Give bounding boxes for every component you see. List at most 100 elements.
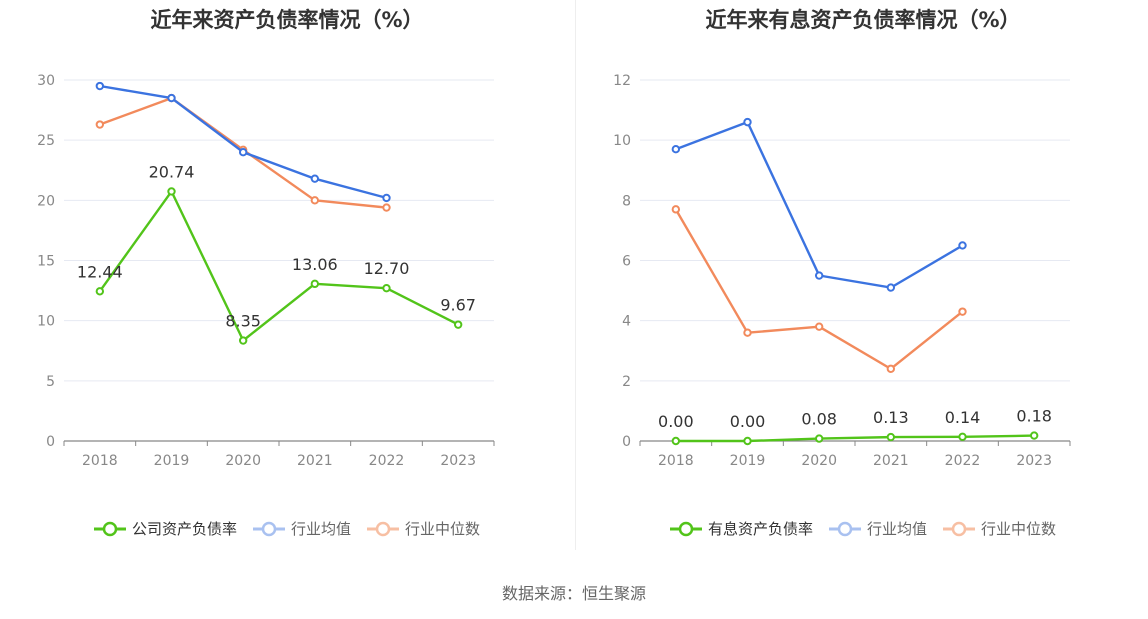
y-tick-label: 4 bbox=[622, 314, 631, 330]
x-tick-label: 2021 bbox=[297, 453, 333, 469]
legend-line-marker-icon bbox=[943, 521, 975, 536]
data-label: 9.67 bbox=[440, 296, 476, 315]
legend-item-company[interactable]: 公司资产负债率 bbox=[93, 518, 237, 539]
x-tick-label: 2020 bbox=[225, 453, 261, 469]
data-label: 0.00 bbox=[730, 412, 766, 431]
y-tick-label: 10 bbox=[37, 314, 55, 330]
legend-item-industry-average[interactable]: 行业均值 bbox=[252, 518, 351, 539]
data-point bbox=[310, 279, 320, 289]
series-line bbox=[675, 120, 964, 289]
data-label: 0.18 bbox=[1016, 407, 1052, 426]
data-label: 20.74 bbox=[149, 162, 195, 181]
legend-line-marker-icon bbox=[93, 521, 126, 536]
data-label: 12.70 bbox=[364, 259, 410, 278]
data-point bbox=[1029, 431, 1039, 440]
data-point bbox=[958, 307, 967, 316]
data-point bbox=[382, 203, 391, 212]
y-tick-label: 2 bbox=[622, 374, 631, 390]
legend-line-marker-icon bbox=[669, 521, 702, 536]
data-point bbox=[453, 320, 463, 329]
legend-item-industry-average[interactable]: 行业均值 bbox=[828, 518, 927, 539]
legend-label: 行业均值 bbox=[866, 520, 927, 538]
data-point bbox=[886, 432, 896, 442]
left-chart-panel: 近年来资产负债率情况（%） 0 5 10 15 20 25 30 2018 2019 2020 20… bbox=[0, 0, 574, 560]
data-label: 0.08 bbox=[801, 410, 837, 429]
chart-title: 近年来资产负债率情况（%） bbox=[150, 8, 424, 32]
data-point bbox=[958, 241, 967, 250]
y-tick-label: 0 bbox=[46, 434, 55, 450]
legend-line-marker-icon bbox=[252, 521, 285, 536]
data-point bbox=[743, 328, 752, 337]
data-label: 0.00 bbox=[658, 412, 694, 431]
data-source-note: 数据来源：恒生聚源 bbox=[501, 584, 646, 603]
data-point bbox=[671, 205, 681, 214]
data-label: 0.13 bbox=[873, 408, 909, 427]
y-tick-label: 12 bbox=[613, 73, 631, 89]
x-tick-label: 2022 bbox=[369, 453, 405, 469]
legend-label: 行业中位数 bbox=[981, 520, 1057, 538]
chart-legend: 公司资产负债率 行业均值 行业中位数 bbox=[0, 518, 574, 539]
data-point bbox=[167, 187, 176, 196]
panel-divider bbox=[575, 0, 576, 550]
data-point bbox=[310, 196, 320, 205]
x-tick-label: 2020 bbox=[801, 453, 837, 469]
data-point bbox=[238, 148, 248, 157]
legend-line-marker-icon bbox=[828, 521, 861, 536]
data-point bbox=[814, 322, 824, 331]
data-point bbox=[95, 120, 105, 129]
y-tick-label: 5 bbox=[46, 374, 55, 390]
legend-label: 有息资产负债率 bbox=[707, 520, 813, 538]
series-line bbox=[675, 434, 1035, 443]
interest-bearing-debt-ratio-chart: 0 2 4 6 8 10 12 2018 2019 2020 2021 2022 2023 0.00 0.0… bbox=[613, 73, 1071, 469]
series-line bbox=[99, 84, 387, 200]
legend-line-marker-icon bbox=[367, 521, 399, 536]
x-tick-label: 2019 bbox=[730, 453, 766, 469]
legend-label: 公司资产负债率 bbox=[131, 520, 237, 538]
data-point bbox=[382, 193, 391, 203]
data-point bbox=[743, 436, 752, 446]
data-label: 13.06 bbox=[292, 255, 338, 274]
y-tick-label: 0 bbox=[622, 434, 631, 450]
x-tick-label: 2018 bbox=[82, 453, 118, 469]
data-point bbox=[886, 283, 896, 292]
data-point bbox=[95, 81, 105, 91]
legend-item-industry-median[interactable]: 行业中位数 bbox=[943, 518, 1056, 539]
data-label: 0.14 bbox=[945, 408, 981, 427]
x-tick-label: 2022 bbox=[945, 453, 981, 469]
x-tick-label: 2023 bbox=[440, 453, 476, 469]
x-tick-label: 2019 bbox=[154, 453, 190, 469]
data-label: 8.35 bbox=[225, 312, 261, 331]
data-point bbox=[382, 283, 391, 293]
data-point bbox=[743, 117, 752, 127]
series-line bbox=[674, 208, 964, 370]
legend-item-industry-median[interactable]: 行业中位数 bbox=[367, 518, 480, 539]
data-point bbox=[310, 174, 320, 183]
series-line bbox=[98, 190, 459, 342]
y-tick-label: 20 bbox=[37, 193, 55, 209]
data-point bbox=[886, 364, 896, 373]
chart-legend: 有息资产负债率 行业均值 行业中位数 bbox=[576, 518, 1148, 539]
y-tick-label: 8 bbox=[622, 193, 631, 209]
y-tick-label: 15 bbox=[37, 254, 55, 270]
chart-title: 近年来有息资产负债率情况（%） bbox=[705, 8, 1021, 32]
y-tick-label: 6 bbox=[622, 254, 631, 270]
data-label: 12.44 bbox=[77, 262, 123, 281]
data-point bbox=[671, 436, 681, 446]
data-point bbox=[95, 287, 105, 296]
data-point bbox=[238, 336, 248, 345]
debt-ratio-chart: 0 5 10 15 20 25 30 2018 2019 2020 2021 2022 2023 12.4… bbox=[37, 73, 495, 469]
data-point bbox=[167, 93, 176, 103]
data-point bbox=[671, 144, 681, 154]
data-point bbox=[814, 271, 824, 280]
right-chart-panel: 近年来有息资产负债率情况（%） 0 2 4 6 8 10 12 2018 2019 2020 202… bbox=[576, 0, 1148, 560]
x-tick-label: 2021 bbox=[873, 453, 909, 469]
legend-label: 行业中位数 bbox=[405, 520, 481, 538]
y-tick-label: 30 bbox=[37, 73, 55, 89]
legend-label: 行业均值 bbox=[290, 520, 351, 538]
legend-item-company[interactable]: 有息资产负债率 bbox=[669, 518, 813, 539]
x-tick-label: 2023 bbox=[1016, 453, 1052, 469]
y-tick-label: 25 bbox=[37, 133, 55, 149]
data-point bbox=[958, 432, 967, 441]
data-point bbox=[814, 434, 824, 443]
y-tick-label: 10 bbox=[613, 133, 631, 149]
